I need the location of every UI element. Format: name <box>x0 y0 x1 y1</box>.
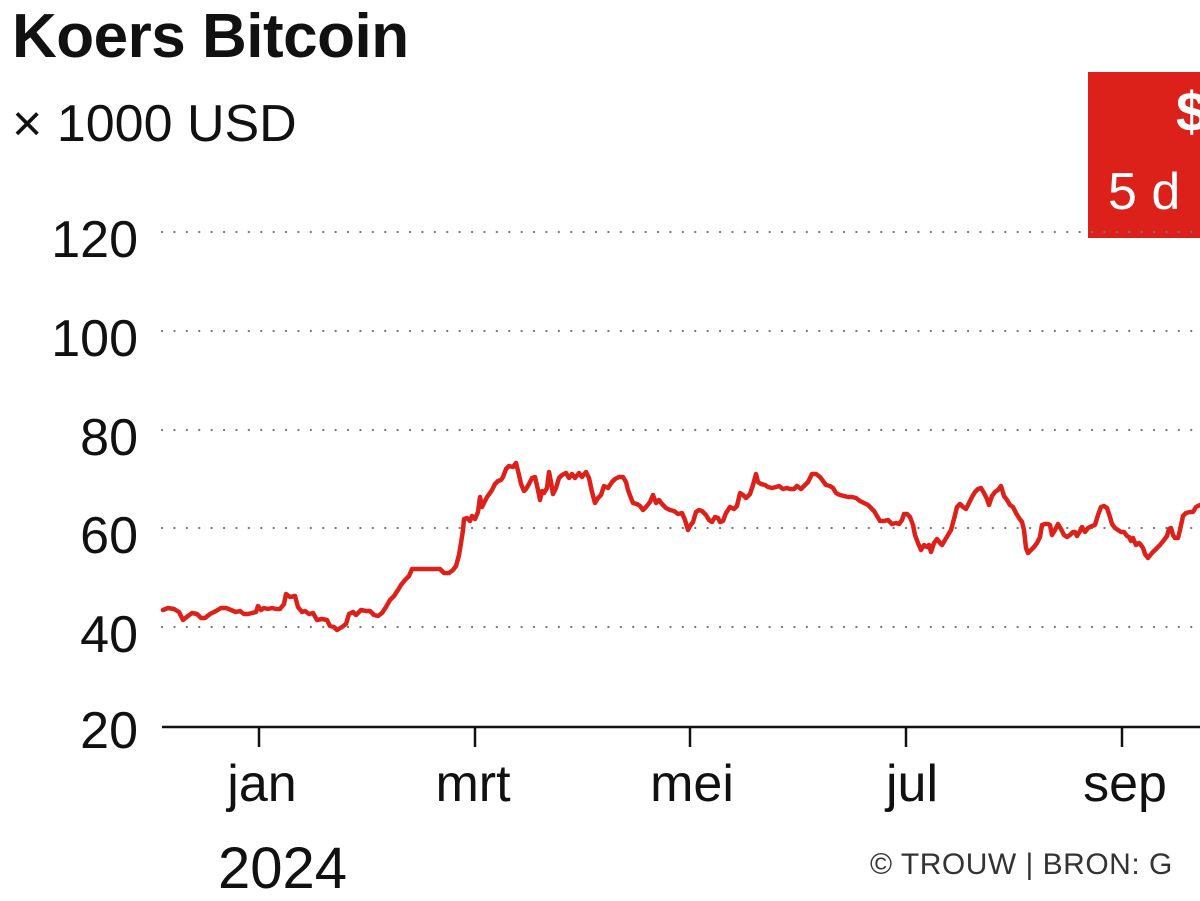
y-tick-100: 100 <box>51 310 138 368</box>
y-tick-40: 40 <box>80 606 138 664</box>
y-tick-60: 60 <box>80 507 138 565</box>
chart-title: Koers Bitcoin <box>12 2 409 71</box>
bitcoin-price-line <box>160 460 1200 633</box>
y-tick-20: 20 <box>80 702 138 760</box>
x-axis-ticks <box>257 727 1124 747</box>
y-tick-120: 120 <box>51 211 138 269</box>
x-tick-mei: mei <box>650 755 734 813</box>
badge-subtext: 5 d <box>1108 163 1181 221</box>
x-tick-jul: jul <box>885 755 939 813</box>
chart-unit-label: × 1000 USD <box>12 95 297 153</box>
x-tick-mrt: mrt <box>435 755 511 813</box>
x-tick-jan: jan <box>227 755 297 813</box>
x-tick-sep: sep <box>1083 755 1167 813</box>
y-tick-80: 80 <box>80 409 138 467</box>
x-axis-year: 2024 <box>218 836 348 901</box>
gridlines <box>160 230 1200 629</box>
price-badge: $ 5 d <box>1088 72 1200 238</box>
source-credit: © TROUW | BRON: G <box>870 848 1173 881</box>
badge-value: $ <box>1176 80 1200 143</box>
